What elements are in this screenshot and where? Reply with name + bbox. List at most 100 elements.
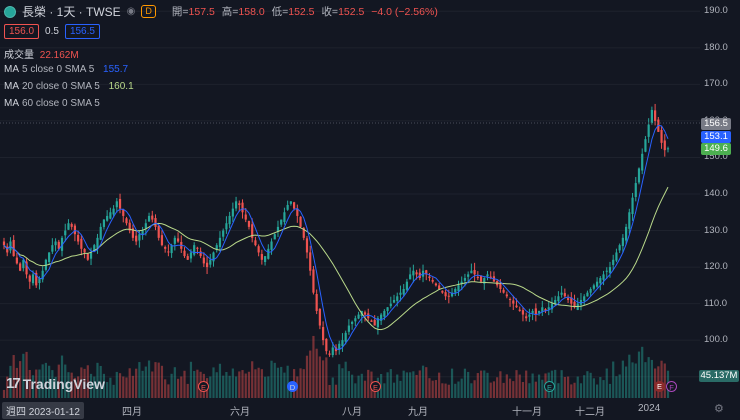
candle-body	[251, 224, 254, 238]
volume-bar	[41, 364, 44, 398]
candle-body	[170, 245, 173, 254]
candle-body	[222, 230, 225, 237]
candle-body	[502, 289, 505, 293]
volume-bar	[512, 381, 515, 398]
volume-bar	[528, 383, 531, 398]
volume-bar	[444, 383, 447, 398]
candle-body	[128, 222, 131, 231]
crosshair-date-label: 週四 2023-01-12	[2, 402, 84, 419]
candle-body	[12, 239, 15, 257]
candle-body	[19, 263, 22, 271]
candle-body	[312, 269, 315, 293]
volume-bar	[267, 376, 270, 398]
tradingview-logo[interactable]: 17 TradingView	[6, 375, 105, 392]
candle-body	[215, 245, 218, 250]
candle-body	[396, 296, 399, 301]
candle-body	[315, 293, 318, 311]
candle-body	[415, 272, 418, 275]
dividend-marker[interactable]: D	[287, 381, 298, 392]
candle-body	[454, 289, 457, 293]
volume-bar	[276, 367, 280, 398]
flash-event-icon[interactable]: F	[666, 381, 677, 392]
volume-bar	[405, 372, 409, 398]
candle-body	[467, 274, 470, 277]
volume-bar	[573, 382, 576, 398]
candle-body	[15, 257, 18, 264]
volume-legend[interactable]: 成交量 22.162M	[4, 50, 79, 61]
ma60-legend[interactable]: MA 60 close 0 SMA 5	[4, 98, 100, 109]
volume-bar	[518, 374, 521, 398]
candle-body	[28, 275, 31, 282]
candle-body	[218, 237, 222, 248]
volume-bar	[531, 373, 534, 398]
volume-bar	[80, 367, 83, 398]
price-tick-label: 180.0	[704, 41, 728, 53]
volume-bar	[499, 371, 502, 398]
ma5-legend[interactable]: MA 5 close 0 SMA 5 155.7	[4, 64, 129, 75]
volume-bar	[135, 368, 138, 398]
candle-body	[212, 252, 215, 262]
volume-bar	[537, 374, 541, 398]
earnings-marker[interactable]: E	[544, 381, 555, 392]
candle-body	[22, 259, 25, 269]
candle-body	[263, 256, 267, 262]
volume-bar	[631, 362, 634, 398]
candle-body	[473, 269, 476, 275]
volume-bar	[115, 371, 118, 398]
volume-bar	[38, 369, 41, 398]
ma20-legend[interactable]: MA 20 close 0 SMA 5 160.1	[4, 81, 134, 92]
candle-body	[64, 230, 67, 236]
volume-bar	[89, 373, 93, 398]
data-delay-badge[interactable]: D	[141, 5, 156, 18]
candle-body	[489, 276, 492, 279]
candle-body	[586, 292, 589, 297]
volume-bar	[99, 365, 102, 398]
candle-body	[31, 274, 35, 284]
volume-bar	[60, 355, 64, 398]
candle-body	[86, 253, 89, 260]
candle-body	[231, 208, 234, 217]
earnings-marker[interactable]: E	[654, 381, 665, 392]
candle-body	[483, 278, 486, 284]
volume-bar	[363, 380, 367, 398]
candle-body	[109, 212, 112, 219]
volume-bar	[454, 383, 457, 398]
candle-body	[479, 275, 483, 282]
candle-body	[247, 220, 251, 227]
volume-bar	[347, 371, 350, 398]
chart-grid	[0, 10, 700, 378]
symbol-logo-icon	[4, 5, 16, 18]
volume-bar	[157, 362, 160, 398]
volume-bar	[228, 375, 231, 398]
settings-gear-icon[interactable]: ⚙	[714, 403, 724, 415]
bid-price-button[interactable]: 156.0	[4, 24, 40, 39]
candle-body	[38, 278, 41, 284]
candle-body	[370, 320, 373, 322]
candle-body	[615, 252, 618, 261]
volume-bar	[334, 384, 338, 398]
ask-price-button[interactable]: 156.5	[64, 24, 100, 39]
candle-body	[176, 238, 180, 242]
ma20-line	[3, 186, 669, 331]
volume-bar	[193, 370, 196, 398]
earnings-marker[interactable]: E	[198, 381, 209, 392]
candle-body	[463, 278, 467, 281]
candle-body	[405, 281, 409, 290]
volume-bar	[9, 365, 12, 398]
candle-body	[444, 292, 447, 297]
price-axis-bg	[700, 0, 740, 420]
candle-body	[534, 308, 537, 315]
earnings-marker[interactable]: E	[370, 381, 381, 392]
visibility-eye-icon[interactable]: ◉	[126, 6, 136, 17]
volume-bar	[592, 378, 595, 398]
volume-bar	[431, 380, 434, 398]
volume-bar	[251, 361, 254, 398]
volume-bar	[421, 365, 425, 398]
time-axis-bg	[0, 398, 740, 420]
volume-bar	[450, 368, 454, 398]
price-tick-label: 120.0	[704, 261, 728, 273]
candle-body	[347, 325, 350, 332]
symbol-title[interactable]: 長榮 · 1天 · TWSE	[22, 5, 121, 19]
candle-body	[376, 318, 380, 328]
